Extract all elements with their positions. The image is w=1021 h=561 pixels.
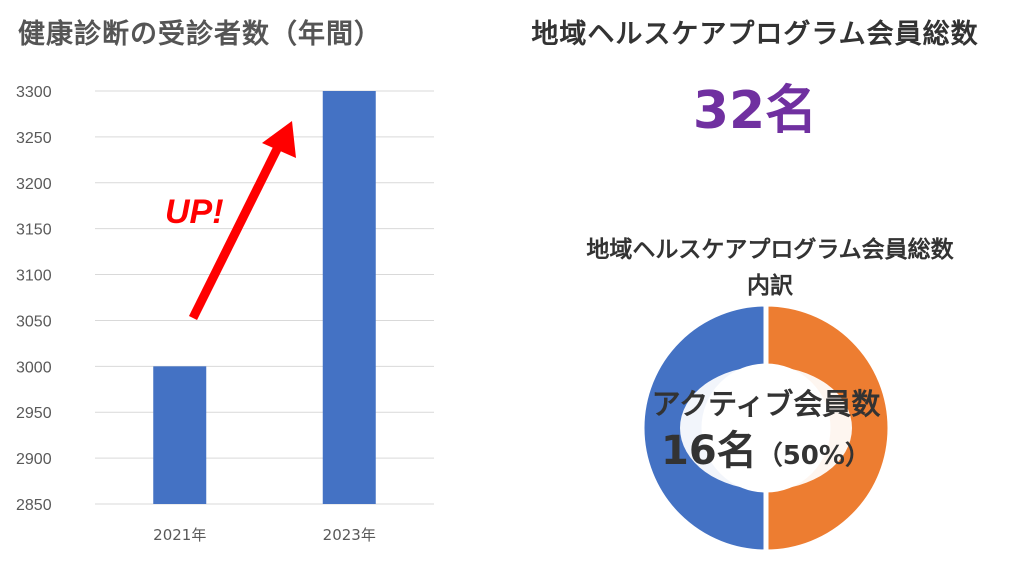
bar-chart-title: 健康診断の受診者数（年間）: [18, 19, 382, 50]
active-members-label: アクティブ会員数: [651, 387, 881, 421]
x-tick-label: 2021年: [153, 526, 206, 544]
bar: [322, 91, 376, 504]
y-tick-label: 3300: [16, 84, 52, 101]
bar-chart-bars: [153, 91, 376, 504]
total-members-value: 32名: [692, 81, 818, 141]
active-members-percent: （50%）: [756, 441, 871, 471]
active-members-value: 16名（50%）: [620, 424, 912, 486]
bar-chart-y-axis: 2850 2900 2950 3000 3050 3100 3150 3200 3250 3300: [16, 84, 52, 514]
donut-center-label: アクティブ会員数 16名（50%）: [620, 384, 912, 486]
y-tick-label: 2850: [16, 497, 52, 514]
breakdown-title: 地域ヘルスケアプログラム会員総数 内訳: [520, 232, 1020, 304]
y-tick-label: 3200: [16, 176, 52, 193]
up-arrow-icon: [188, 121, 296, 321]
bar-chart: 2850 2900 2950 3000 3050 3100 3150 3200 3250 3300…: [16, 84, 434, 544]
y-tick-label: 2950: [16, 405, 52, 422]
up-annotation: UP!: [165, 193, 224, 231]
y-tick-label: 2900: [16, 451, 52, 468]
y-tick-label: 3050: [16, 313, 52, 330]
donut-hole: [680, 366, 852, 490]
y-tick-label: 3250: [16, 130, 52, 147]
active-members-count: 16名: [661, 428, 757, 474]
x-tick-label: 2023年: [323, 526, 376, 544]
bar-chart-x-axis: 2021年 2023年: [153, 526, 376, 544]
breakdown-title-line1: 地域ヘルスケアプログラム会員総数: [586, 237, 954, 263]
breakdown-donut-chart: [639, 302, 893, 554]
y-tick-label: 3100: [16, 268, 52, 285]
breakdown-title-line2: 内訳: [747, 273, 793, 299]
bar-chart-gridlines: [95, 90, 434, 505]
y-tick-label: 3000: [16, 359, 52, 376]
y-tick-label: 3150: [16, 222, 52, 239]
total-members-title: 地域ヘルスケアプログラム会員総数: [531, 19, 979, 50]
bar: [153, 366, 207, 504]
